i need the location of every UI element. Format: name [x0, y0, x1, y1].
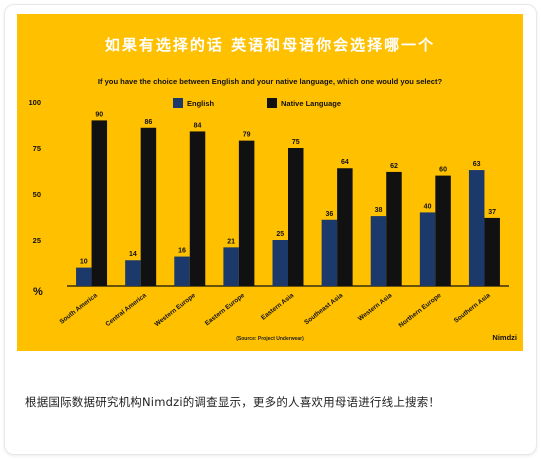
data-label: 79 — [243, 132, 251, 139]
chart-title: 如果有选择的话 英语和母语你会选择哪一个 — [105, 36, 435, 54]
bar-native-language — [337, 168, 353, 286]
x-tick-label: South America — [59, 292, 100, 326]
data-label: 90 — [95, 111, 103, 118]
brand-logo: Nimdzi — [492, 333, 517, 342]
bar-native-language — [484, 217, 500, 286]
bar-native-language — [386, 171, 402, 286]
bar-native-language — [435, 175, 451, 286]
bar-chart: 如果有选择的话 英语和母语你会选择哪一个 If you have the cho… — [28, 36, 517, 342]
bar-native-language — [288, 148, 304, 286]
data-label: 10 — [80, 259, 88, 266]
bar-english — [321, 219, 338, 286]
bar-english — [174, 256, 190, 286]
chart-image[interactable]: 如果有选择的话 英语和母语你会选择哪一个 If you have the cho… — [17, 14, 523, 351]
legend: English Native Language — [173, 98, 341, 108]
data-label: 38 — [375, 207, 383, 214]
bar-native-language — [238, 140, 255, 286]
x-tick-label: Western Asia — [357, 292, 394, 323]
data-label: 75 — [292, 139, 300, 146]
bar-english — [419, 212, 436, 286]
data-label: 21 — [227, 238, 235, 245]
data-label: 37 — [488, 209, 496, 216]
legend-swatch — [267, 98, 277, 108]
x-tick-label: Southeast Asia — [303, 292, 344, 327]
caption-text: 根据国际数据研究机构Nimdzi的调查显示，更多的人喜欢用母语进行线上搜索！ — [25, 395, 441, 409]
bars: 10 90 14 86 16 84 21 79 25 75 36 64 38 62 40 60 63 37 — [76, 111, 500, 287]
data-label: 63 — [473, 161, 481, 168]
data-label: 36 — [325, 211, 333, 218]
data-label: 60 — [439, 167, 447, 174]
x-tick-label: Southern Asia — [453, 292, 492, 325]
data-label: 64 — [341, 159, 349, 166]
y-tick-label: 75 — [33, 144, 41, 153]
y-tick-label: 50 — [33, 190, 41, 199]
source-note: (Source: Project Underwear) — [236, 336, 304, 342]
data-label: 14 — [129, 251, 137, 258]
x-tick-label: Northern Europe — [398, 292, 443, 330]
data-label: 84 — [194, 122, 202, 129]
bar-english — [468, 170, 485, 286]
x-tick-label: Central America — [104, 292, 148, 328]
bar-english — [76, 267, 92, 286]
data-label: 16 — [178, 248, 186, 255]
y-tick-label: 25 — [33, 236, 41, 245]
bar-english — [370, 216, 387, 286]
chart-subtitle: If you have the choice between English a… — [98, 77, 443, 86]
y-tick-label: 100 — [28, 98, 41, 107]
x-tick-label: Eastern Europe — [204, 292, 246, 327]
legend-swatch — [173, 98, 183, 108]
legend-label: English — [187, 99, 215, 108]
x-tick-label: Eastern Asia — [260, 292, 295, 322]
data-label: 25 — [276, 231, 284, 238]
data-label: 86 — [145, 119, 153, 126]
bar-english — [223, 247, 239, 286]
bar-english — [125, 260, 141, 286]
data-label: 40 — [424, 203, 432, 210]
data-label: 62 — [390, 163, 398, 170]
bar-native-language — [189, 131, 206, 286]
bar-native-language — [140, 127, 157, 286]
bar-english — [272, 240, 288, 286]
legend-label: Native Language — [281, 99, 341, 108]
bar-native-language — [91, 120, 108, 287]
x-tick-label: Western Europe — [154, 292, 198, 328]
y-axis-label: % — [33, 286, 43, 298]
